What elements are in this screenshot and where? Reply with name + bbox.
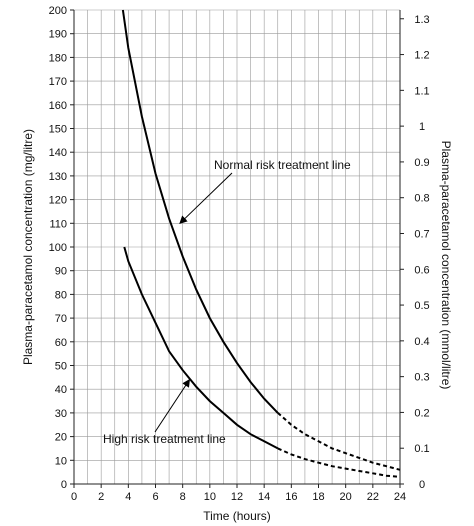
annotations: Normal risk treatment line High risk trea… (103, 158, 351, 446)
x-tick-label: 14 (258, 491, 270, 503)
y-tick-label: 110 (49, 218, 67, 230)
y-tick-label: 190 (49, 29, 67, 41)
y2-tick-label: 1.3 (414, 14, 429, 26)
y-tick-label: 10 (55, 455, 67, 467)
x-tick-label: 20 (340, 491, 352, 503)
y-tick-label: 50 (55, 361, 67, 373)
y-tick-label: 70 (55, 313, 67, 325)
x-axis-ticks: 0 2 4 6 8 10 12 14 16 18 20 22 24 (71, 484, 406, 503)
y-tick-label: 100 (49, 242, 67, 254)
y2-tick-label: 0 (419, 479, 425, 491)
y-axis-label: Plasma-paracetamol concentration (mg/lit… (21, 129, 35, 365)
x-tick-label: 18 (312, 491, 324, 503)
y-tick-label: 30 (55, 408, 67, 420)
x-tick-label: 0 (71, 491, 77, 503)
y-axis-ticks: 0 10 20 30 40 50 60 70 80 90 100 110 120 130 140 150 160… (49, 5, 74, 491)
y-tick-label: 170 (49, 76, 67, 88)
y2-tick-label: 0.9 (414, 157, 429, 169)
y-tick-label: 140 (49, 147, 67, 159)
series-lines (121, 9, 401, 478)
y-tick-label: 40 (55, 384, 67, 396)
y-tick-label: 0 (61, 479, 67, 491)
y2-tick-label: 0.3 (414, 372, 429, 384)
x-tick-label: 22 (367, 491, 379, 503)
y-tick-label: 20 (55, 432, 67, 444)
high-risk-line-dashed (277, 447, 401, 478)
high-risk-arrow (154, 378, 191, 433)
high-risk-line-solid (123, 246, 279, 450)
y-tick-label: 80 (55, 289, 67, 301)
x-tick-label: 16 (285, 491, 297, 503)
y2-tick-label: 0.8 (414, 193, 429, 205)
y-tick-label: 150 (49, 124, 67, 136)
normal-risk-arrow (179, 172, 233, 224)
y2-tick-label: 0.4 (414, 336, 429, 348)
y2-tick-label: 0.6 (414, 264, 429, 276)
y-tick-label: 120 (49, 195, 67, 207)
y-tick-label: 180 (49, 52, 67, 64)
y2-tick-label: 0.1 (414, 443, 429, 455)
y2-tick-label: 0.7 (414, 228, 429, 240)
normal-risk-label: Normal risk treatment line (214, 158, 351, 172)
y-tick-label: 90 (55, 266, 67, 278)
y-tick-label: 200 (49, 5, 67, 17)
y2-axis-label: Plasma-paracetamol concentration (mmol/l… (439, 141, 453, 390)
x-tick-label: 12 (231, 491, 243, 503)
grid (73, 9, 401, 485)
y2-tick-label: 0.5 (414, 300, 429, 312)
y-tick-label: 160 (49, 100, 67, 112)
x-tick-label: 4 (125, 491, 131, 503)
normal-risk-line-solid (121, 9, 279, 414)
x-tick-label: 2 (98, 491, 104, 503)
y2-tick-label: 0.2 (414, 407, 429, 419)
normal-risk-line-dashed (277, 412, 401, 471)
y2-tick-label: 1.2 (414, 50, 429, 62)
x-tick-label: 10 (204, 491, 216, 503)
y-tick-label: 130 (49, 171, 67, 183)
y2-tick-label: 1.1 (414, 85, 429, 97)
y2-axis-ticks: 0 0.1 0.2 0.3 0.4 0.5 0.6 0.7 0.8 0.9 1 1.1 1.2 1.3 (400, 14, 430, 491)
x-axis-label: Time (hours) (203, 509, 271, 523)
y2-tick-label: 1 (419, 121, 425, 133)
x-tick-label: 8 (180, 491, 186, 503)
high-risk-label: High risk treatment line (103, 432, 226, 446)
x-tick-label: 24 (394, 491, 406, 503)
y-tick-label: 60 (55, 337, 67, 349)
x-tick-label: 6 (152, 491, 158, 503)
